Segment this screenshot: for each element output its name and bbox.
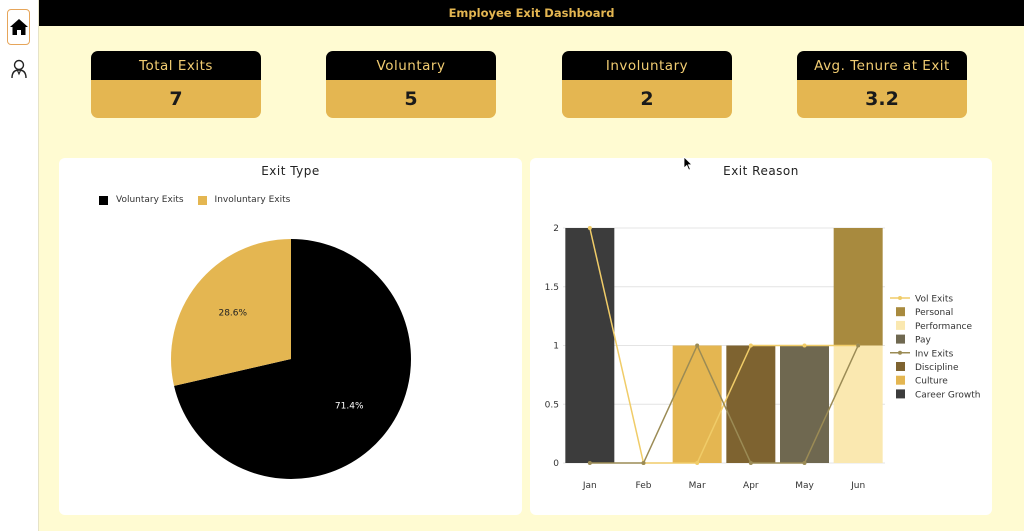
y-tick-label: 1 (553, 342, 559, 352)
kpi-value: 5 (326, 80, 496, 118)
legend-label: Pay (915, 336, 932, 346)
line-point[interactable] (802, 461, 807, 465)
kpi-value: 7 (91, 80, 261, 118)
legend-label: Performance (915, 322, 972, 332)
y-tick-label: 2 (553, 224, 559, 234)
bar-career-growth[interactable] (565, 228, 615, 463)
legend-label-voluntary: Voluntary Exits (116, 195, 184, 205)
legend-label: Inv Exits (915, 349, 954, 359)
legend-label: Personal (915, 308, 953, 318)
x-tick-label: Jun (850, 481, 865, 491)
legend-label: Career Growth (915, 390, 981, 400)
exit-type-pie-chart: 71.4% 28.6% (171, 239, 411, 479)
home-icon (9, 19, 28, 35)
bar-personal[interactable] (833, 228, 883, 346)
legend-item-culture[interactable]: Culture (896, 375, 948, 387)
line-point[interactable] (641, 461, 646, 465)
mouse-cursor-icon (683, 156, 693, 171)
kpi-involuntary: Involuntary 2 (562, 51, 732, 118)
pie-slice-label: 71.4% (335, 401, 364, 411)
x-tick-label: Mar (689, 481, 706, 491)
line-point[interactable] (748, 343, 753, 348)
x-tick-label: Apr (743, 481, 759, 491)
x-tick-label: May (795, 481, 814, 491)
sidebar (0, 0, 39, 531)
kpi-label: Voluntary (326, 51, 496, 80)
legend-swatch-involuntary (197, 195, 207, 205)
line-inv-exits[interactable] (589, 343, 859, 464)
line-point[interactable] (802, 343, 807, 348)
legend-swatch-voluntary (99, 195, 108, 205)
bar-pay[interactable] (780, 345, 829, 464)
employee-icon (10, 59, 27, 79)
legend-item-personal[interactable]: Personal (896, 307, 953, 318)
pie-slice-involuntary-exits[interactable] (171, 239, 291, 386)
x-tick-label: Jan (582, 481, 597, 491)
page-title: Employee Exit Dashboard (448, 6, 615, 20)
bar-discipline[interactable] (726, 345, 776, 464)
line-point[interactable] (856, 343, 861, 348)
bar-performance[interactable] (833, 345, 883, 464)
bar-culture[interactable] (672, 345, 722, 464)
exit-reason-panel: Exit Reason 0 0.5 1 1.5 2 Jan Feb Mar Apr May Jun V… (530, 158, 992, 515)
legend-label: Vol Exits (915, 295, 953, 305)
pie-slice-label: 28.6% (218, 309, 247, 319)
kpi-voluntary: Voluntary 5 (326, 51, 496, 118)
employee-nav-button[interactable] (7, 54, 30, 84)
line-point[interactable] (695, 343, 700, 348)
kpi-label: Avg. Tenure at Exit (797, 51, 967, 80)
line-point[interactable] (748, 461, 753, 465)
legend-label: Discipline (915, 363, 959, 373)
kpi-label: Involuntary (562, 51, 732, 80)
legend-label-involuntary: Involuntary Exits (214, 195, 291, 205)
legend-item-vol-exits[interactable]: Vol Exits (890, 295, 953, 305)
home-nav-button[interactable] (7, 9, 30, 45)
kpi-value: 2 (562, 80, 732, 118)
legend-item-pay[interactable]: Pay (896, 334, 932, 346)
y-tick-label: 0 (553, 459, 559, 469)
kpi-value: 3.2 (797, 80, 967, 118)
legend-item-involuntary[interactable]: Involuntary Exits (197, 195, 291, 205)
kpi-label: Total Exits (91, 51, 261, 80)
x-tick-label: Feb (636, 481, 652, 491)
legend-item-discipline[interactable]: Discipline (896, 362, 959, 373)
pie-slice-voluntary-exits[interactable] (174, 239, 411, 479)
line-point[interactable] (587, 226, 592, 230)
legend-item-inv-exits[interactable]: Inv Exits (890, 349, 954, 359)
exit-type-panel: Exit Type Voluntary Exits Involuntary Ex… (59, 158, 522, 515)
kpi-avg-tenure: Avg. Tenure at Exit 3.2 (797, 51, 967, 118)
legend-item-voluntary[interactable]: Voluntary Exits (99, 195, 184, 205)
legend-label: Culture (915, 377, 948, 387)
kpi-total-exits: Total Exits 7 (91, 51, 261, 118)
legend-item-career-growth[interactable]: Career Growth (896, 389, 981, 400)
header-bar: Employee Exit Dashboard (39, 0, 1024, 26)
y-tick-label: 1.5 (545, 283, 559, 293)
y-tick-label: 0.5 (545, 400, 559, 410)
exit-reason-chart: 0 0.5 1 1.5 2 Jan Feb Mar Apr May Jun Vol Exits Pers… (545, 224, 981, 491)
legend-item-performance[interactable]: Performance (896, 320, 972, 332)
exit-type-title: Exit Type (261, 164, 320, 178)
line-point[interactable] (587, 461, 592, 465)
exit-type-legend: Voluntary Exits Involuntary Exits (99, 195, 304, 205)
line-point[interactable] (695, 461, 700, 465)
exit-reason-title: Exit Reason (723, 164, 799, 178)
